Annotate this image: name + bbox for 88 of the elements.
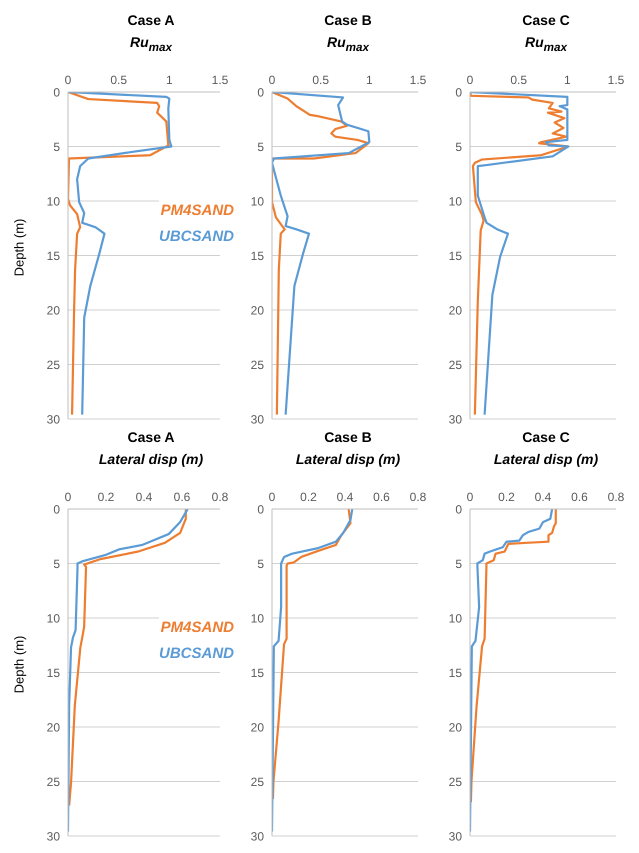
y-tick-label: 0 (257, 502, 264, 516)
x-tick-label: 0.4 (336, 490, 354, 504)
x-axis-title: Ru$_{max}$ (128, 34, 174, 54)
x-tick-label: 1 (564, 73, 571, 87)
x-tick-label: 1.5 (410, 73, 427, 87)
y-tick-label: 5 (53, 556, 60, 571)
y-tick-label: 0 (257, 85, 264, 100)
y-tick-label: 15 (448, 666, 462, 680)
y-tick-label: 30 (448, 412, 462, 426)
y-tick-label: 0 (53, 502, 60, 516)
y-tick-label: 10 (250, 194, 264, 208)
y-tick-label: 30 (46, 829, 60, 844)
x-tick-label: 0.2 (98, 490, 115, 504)
x-axis-title: Lateral disp (m) (294, 451, 402, 467)
text: UBCSAND (159, 224, 234, 250)
y-tick-label: 25 (250, 358, 264, 372)
text: UBCSAND (159, 640, 234, 667)
y-tick-label: 0 (53, 85, 60, 100)
x-tick-label: 0.4 (534, 490, 552, 504)
y-tick-label: 5 (455, 556, 462, 571)
x-tick-label: 0.5 (110, 73, 128, 87)
y-tick-label: 20 (250, 303, 264, 318)
x-axis-title: Lateral disp (m) (492, 451, 600, 467)
line-series (470, 92, 570, 416)
y-tick-label: 10 (250, 611, 264, 626)
y-tick-label: 20 (448, 720, 462, 734)
y-tick-label: 5 (455, 140, 462, 154)
x-tick-label: 0.2 (498, 490, 516, 504)
y-tick-label: 15 (250, 666, 264, 680)
x-axis-title: Ru$_{max}$ (524, 34, 568, 54)
y-tick-label: 30 (448, 829, 462, 844)
y-tick-label: 10 (448, 194, 462, 208)
x-tick-label: 0.8 (410, 490, 427, 504)
x-tick-label: 0.6 (174, 490, 191, 504)
y-tick-label: 30 (250, 412, 264, 426)
y-tick-label: 30 (46, 412, 60, 426)
text: PM4SAND (159, 198, 234, 224)
y-tick-label: 15 (46, 248, 60, 263)
y-tick-label: 10 (448, 611, 462, 626)
x-tick-label: 0.6 (373, 490, 390, 504)
y-tick-label: 25 (46, 774, 60, 789)
x-tick-label: 1 (366, 73, 373, 87)
y-tick-label: 5 (257, 556, 264, 571)
y-tick-label: 25 (448, 358, 462, 372)
x-tick-label: 0.8 (212, 490, 229, 504)
x-tick-label: 1.5 (608, 73, 625, 87)
y-tick-label: 25 (448, 774, 462, 789)
x-axis-title: Ru$_{max}$ (326, 34, 370, 54)
x-tick-label: 1.5 (212, 73, 229, 87)
y-tick-label: 15 (46, 666, 60, 680)
chart-title: Case B (323, 12, 373, 28)
y-tick-label: 5 (257, 140, 264, 154)
x-axis-title: Lateral disp (m) (98, 451, 204, 467)
x-tick-label: 0 (64, 490, 72, 504)
y-tick-label: 5 (53, 140, 60, 154)
x-tick-label: 0.8 (608, 490, 625, 504)
y-tick-label: 0 (455, 502, 462, 516)
chart-title: Case C (521, 12, 571, 28)
chart-title: Case A (126, 12, 176, 28)
y-axis-title: Depth (m) (12, 218, 27, 276)
text: PM4SAND (159, 614, 234, 641)
y-axis-title: Depth (m) (12, 636, 27, 694)
x-tick-label: 0.6 (571, 490, 588, 504)
y-tick-label: 20 (448, 303, 462, 318)
x-tick-label: 0.4 (136, 490, 153, 504)
y-tick-label: 20 (46, 303, 60, 318)
x-tick-label: 0.5 (312, 73, 330, 87)
x-tick-label: 1 (166, 73, 173, 87)
y-tick-label: 30 (250, 829, 264, 844)
x-tick-label: 0 (466, 73, 474, 87)
x-tick-label: 0 (268, 73, 276, 87)
y-tick-label: 10 (46, 194, 60, 208)
chart-title: Case C (521, 429, 571, 445)
y-tick-label: 25 (250, 774, 264, 789)
chart-title: Case B (323, 429, 373, 445)
x-tick-label: 0.2 (300, 490, 318, 504)
y-tick-label: 15 (448, 248, 462, 263)
x-tick-label: 0.5 (510, 73, 528, 87)
y-tick-label: 25 (46, 358, 60, 372)
y-tick-label: 20 (46, 720, 60, 734)
y-tick-label: 0 (455, 85, 462, 100)
y-tick-label: 10 (46, 611, 60, 626)
x-tick-label: 0 (268, 490, 276, 504)
x-tick-label: 0 (64, 73, 72, 87)
x-tick-label: 0 (466, 490, 474, 504)
chart-title: Case A (126, 429, 176, 445)
y-tick-label: 20 (250, 720, 264, 734)
y-tick-label: 15 (250, 248, 264, 263)
